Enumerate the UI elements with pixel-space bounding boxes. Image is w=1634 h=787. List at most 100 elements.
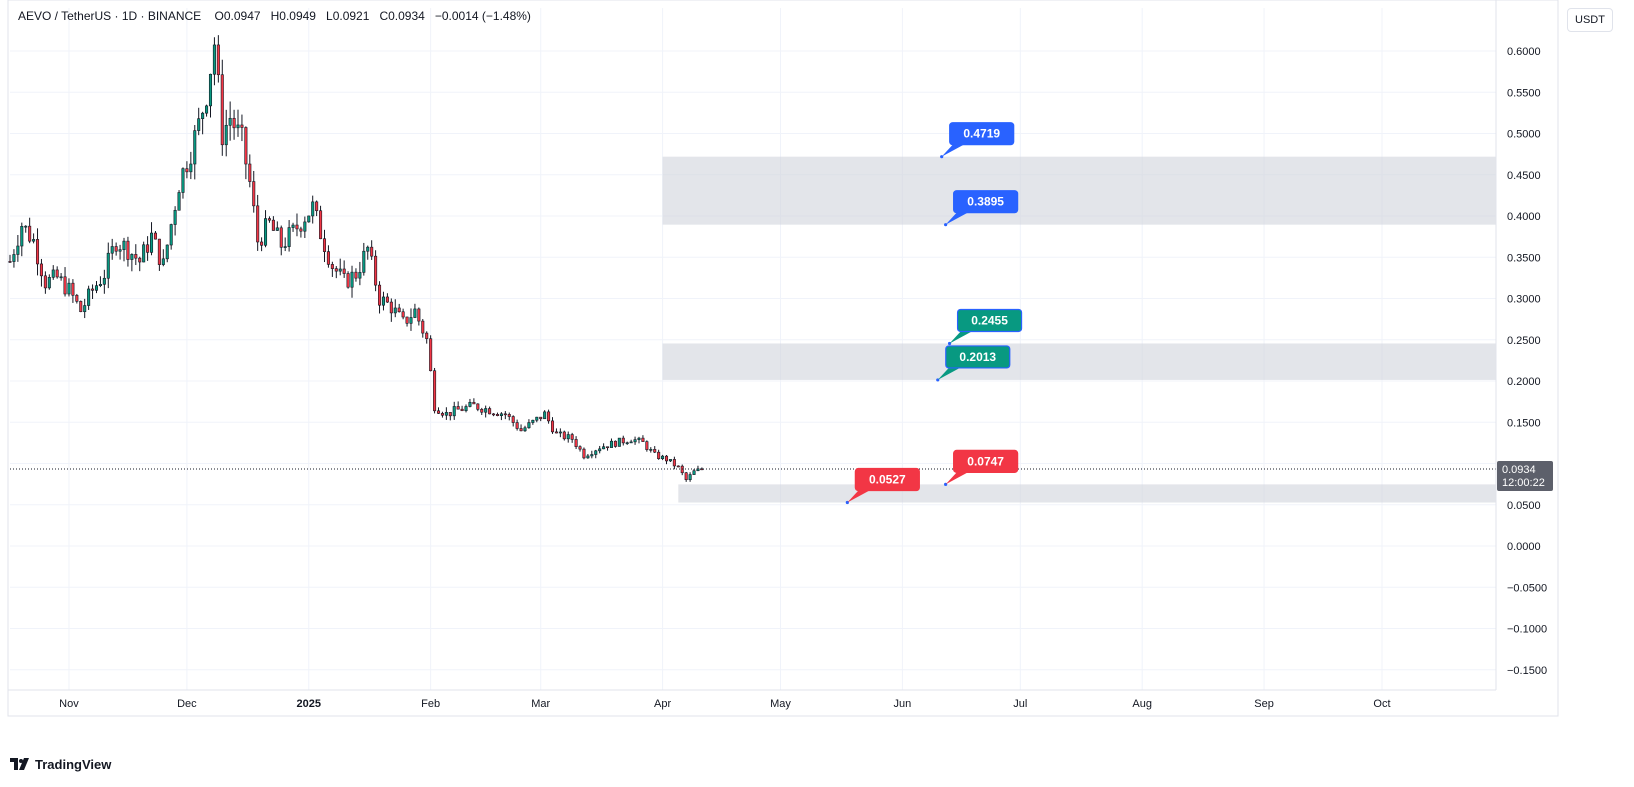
candle-body	[71, 282, 75, 296]
candle-body	[24, 225, 28, 228]
y-tick-label: −0.1500	[1507, 665, 1547, 677]
candle-body	[385, 296, 389, 303]
last-price-countdown: 12:00:22	[1502, 477, 1545, 489]
candle-body	[550, 420, 555, 433]
price-label-0-2013[interactable]: 0.2013	[936, 345, 1011, 382]
label-box	[945, 345, 1011, 369]
candle-body	[582, 448, 586, 459]
candle-body	[476, 403, 480, 410]
y-tick-label: 0.3000	[1507, 294, 1541, 306]
candle-body	[216, 44, 220, 76]
y-tick-label: 0.4000	[1507, 211, 1541, 223]
candle-body	[32, 239, 36, 242]
label-pointer	[945, 211, 970, 225]
price-label-0-0527[interactable]: 0.0527	[845, 467, 920, 505]
tradingview-logo[interactable]: TradingView	[10, 755, 111, 773]
x-tick-label: Sep	[1254, 698, 1274, 710]
candle-body	[271, 219, 275, 231]
candle-body	[358, 272, 362, 279]
candle-body	[47, 277, 51, 289]
candle-body	[106, 252, 110, 279]
candle-body	[519, 428, 523, 432]
candle-body	[460, 408, 464, 412]
candle-body	[43, 275, 47, 289]
y-tick-label: 0.5500	[1507, 87, 1541, 99]
candle-body	[543, 411, 547, 420]
candle-body	[197, 118, 201, 131]
candle-body	[440, 413, 444, 416]
middle-zone	[662, 343, 1496, 380]
candle-body	[664, 455, 669, 462]
y-tick-label: 0.2000	[1507, 376, 1541, 388]
candle-body	[645, 441, 649, 450]
y-tick-label: 0.6000	[1507, 46, 1541, 58]
price-label-0-2455[interactable]: 0.2455	[947, 308, 1023, 346]
candle-body	[566, 434, 570, 440]
candle-body	[378, 284, 382, 306]
candle-body	[653, 449, 657, 453]
price-label-0-4719[interactable]: 0.4719	[940, 122, 1015, 159]
candle-body	[598, 448, 602, 452]
candle-body	[118, 249, 122, 252]
candle-body	[515, 422, 519, 429]
x-tick-label: Apr	[654, 698, 671, 710]
candle-body	[287, 227, 291, 247]
candle-body	[153, 232, 157, 240]
candle-body	[114, 246, 118, 252]
candle-body	[134, 254, 138, 259]
candle-body	[201, 112, 205, 119]
candle-body	[248, 163, 252, 182]
candle-body	[295, 224, 299, 230]
candle-body	[150, 232, 154, 253]
candle-body	[433, 370, 437, 412]
candle-body	[16, 245, 20, 255]
candle-body	[252, 181, 256, 207]
candle-body	[283, 246, 287, 248]
candle-body	[401, 311, 405, 318]
candle-body	[110, 246, 114, 254]
currency-selector[interactable]: USDT	[1567, 8, 1613, 32]
x-tick-label: Aug	[1132, 698, 1152, 710]
candle-body	[291, 224, 295, 228]
tradingview-logo-icon	[10, 758, 29, 770]
candle-body	[334, 268, 338, 272]
candle-body	[279, 227, 283, 248]
candle-body	[421, 320, 425, 334]
candle-body	[625, 442, 629, 444]
candle-body	[448, 412, 452, 417]
x-tick-label: Feb	[421, 698, 440, 710]
high-value: H0.0949	[270, 9, 316, 23]
candle-body	[122, 240, 126, 251]
price-label-0-3895[interactable]: 0.3895	[944, 190, 1019, 227]
candle-body	[185, 168, 189, 173]
x-tick-label: Jul	[1013, 698, 1027, 710]
candle-body	[256, 205, 260, 243]
label-box	[956, 308, 1023, 333]
candle-body	[452, 406, 456, 417]
candle-body	[393, 307, 397, 314]
candle-body	[613, 440, 617, 447]
candle-body	[425, 332, 429, 340]
price-labels[interactable]: 0.4719 0.3895 0.2455 0.2013 0.0747 0.0527	[845, 122, 1023, 505]
candle-body	[570, 434, 574, 440]
candle-body	[12, 254, 16, 262]
candle-body	[684, 472, 688, 481]
candle-body	[692, 470, 696, 475]
candle-body	[83, 305, 87, 313]
y-tick-label: 0.0000	[1507, 541, 1541, 553]
candle-body	[91, 288, 95, 291]
y-tick-label: 0.5000	[1507, 129, 1541, 141]
symbol-title[interactable]: AEVO / TetherUS · 1D · BINANCE	[18, 9, 202, 23]
candle-body	[342, 268, 346, 274]
candle-body	[362, 250, 366, 273]
candle-body	[554, 431, 558, 434]
candle-body	[429, 338, 433, 372]
candle-body	[649, 449, 653, 451]
candle-body	[602, 446, 606, 450]
price-label-0-0747[interactable]: 0.0747	[944, 449, 1019, 486]
candle-body	[499, 413, 503, 416]
y-tick-label: −0.1000	[1507, 624, 1547, 636]
candle-body	[319, 210, 323, 240]
